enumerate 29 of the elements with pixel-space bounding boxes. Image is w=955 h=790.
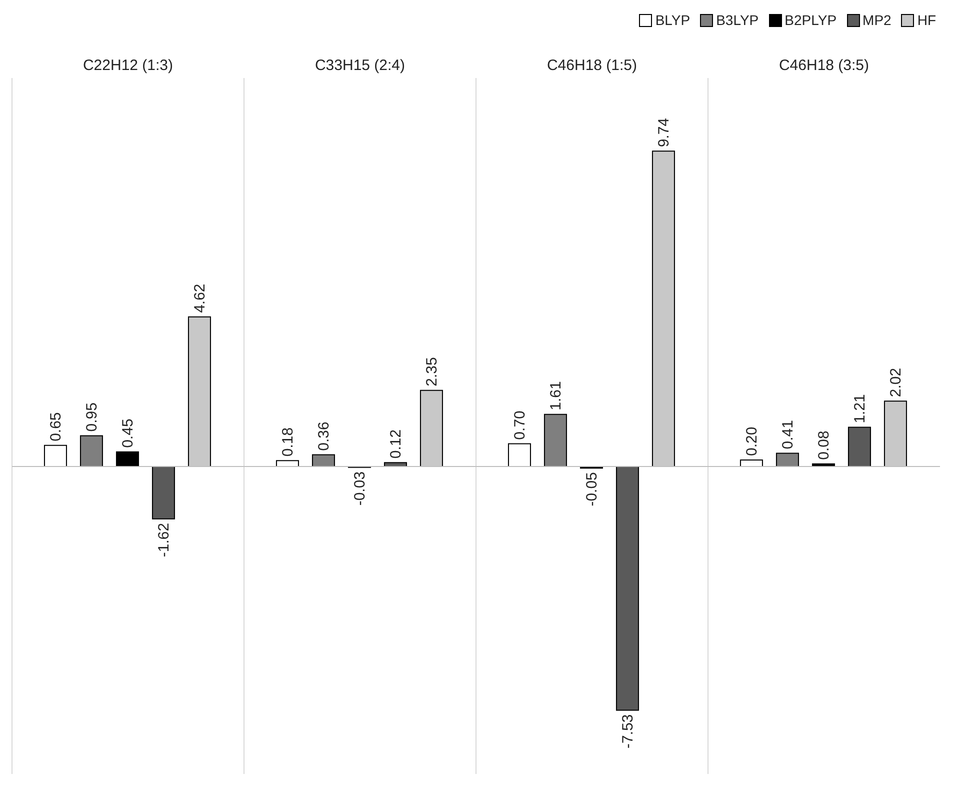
- data-label: 2.35: [423, 357, 440, 386]
- x-tick-label: C33H15 (2:4): [314, 57, 406, 74]
- data-label: 1.21: [851, 394, 868, 424]
- x-tick-label: C46H18 (3:5): [778, 57, 870, 74]
- data-label: -0.03: [351, 471, 368, 506]
- data-label: 0.41: [779, 420, 796, 450]
- data-label: 2.02: [887, 368, 904, 398]
- data-label: 0.36: [315, 422, 332, 451]
- data-label: 0.12: [387, 429, 404, 459]
- data-label: 0.08: [815, 430, 832, 460]
- data-label: 0.65: [47, 412, 64, 442]
- data-label: -7.53: [619, 714, 636, 748]
- data-label: -1.62: [155, 522, 172, 558]
- data-label: 0.70: [511, 410, 528, 440]
- data-label: 0.45: [119, 418, 136, 448]
- legend-label: B2PLYP: [784, 12, 837, 28]
- data-label: 0.95: [83, 402, 100, 432]
- data-label: 0.18: [279, 427, 296, 457]
- legend-label: MP2: [862, 12, 892, 28]
- x-tick-label: C22H12 (1:3): [82, 57, 174, 74]
- legend-label: HF: [916, 12, 936, 28]
- x-tick-label: C46H18 (1:5): [546, 57, 638, 74]
- data-label: 9.74: [655, 118, 672, 148]
- data-label: 4.62: [191, 284, 208, 313]
- data-label: -0.05: [583, 472, 600, 506]
- legend-label: BLYP: [654, 12, 690, 28]
- data-label: 1.61: [547, 381, 564, 410]
- legend-label: B3LYP: [715, 12, 759, 28]
- data-label: 0.20: [743, 426, 760, 456]
